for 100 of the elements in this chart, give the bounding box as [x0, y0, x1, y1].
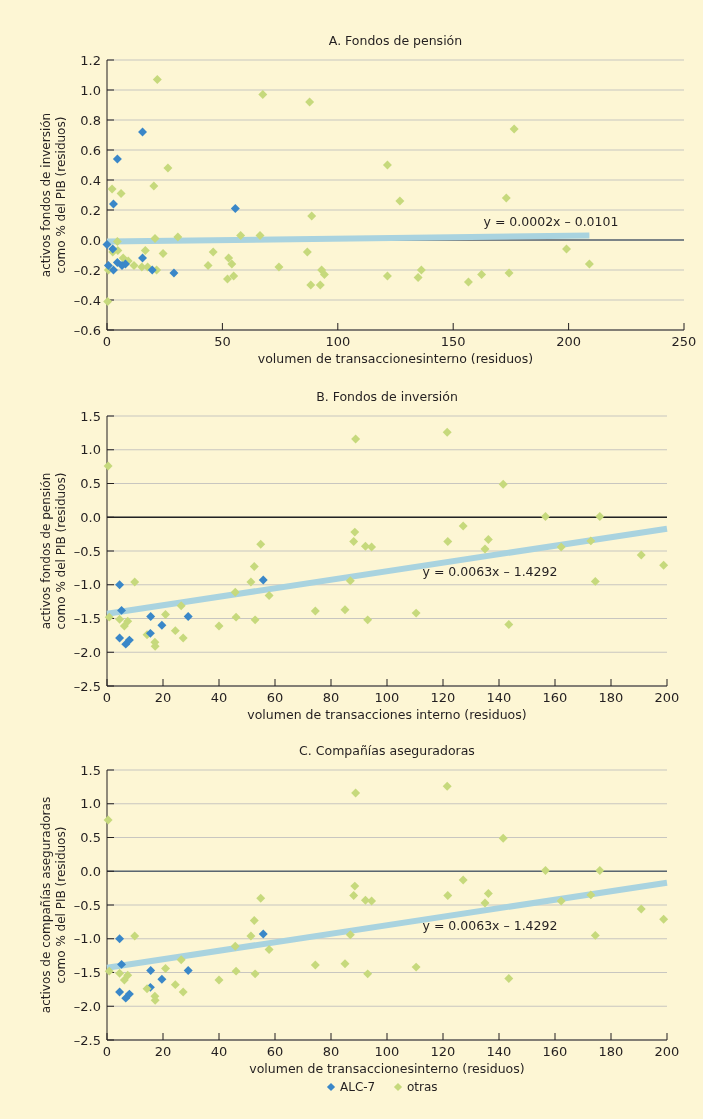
point	[306, 280, 316, 290]
point	[636, 904, 646, 914]
point	[351, 434, 361, 444]
point	[411, 962, 421, 972]
y-tick-label: 0.0	[80, 509, 101, 525]
point	[146, 966, 156, 975]
point	[349, 537, 359, 547]
point	[302, 247, 312, 257]
y-tick-label: –1.0	[73, 931, 101, 947]
point	[147, 265, 157, 275]
point	[157, 620, 167, 630]
point	[138, 127, 148, 137]
point	[158, 249, 168, 258]
y-tick-label: 1.0	[80, 82, 101, 98]
point	[264, 591, 274, 601]
point	[161, 963, 170, 973]
point	[264, 945, 274, 955]
x-tick-label: 250	[671, 334, 697, 349]
point	[463, 277, 473, 287]
point	[116, 189, 126, 198]
point	[256, 539, 266, 549]
y-tick-label: 1.5	[80, 408, 101, 424]
point	[350, 527, 360, 537]
point	[178, 633, 188, 643]
point	[382, 271, 392, 281]
point	[586, 536, 596, 546]
point	[224, 253, 234, 263]
point	[178, 987, 188, 997]
point	[363, 969, 373, 979]
point	[258, 90, 268, 99]
chart-title: B. Fondos de inversión	[316, 389, 458, 404]
x-tick-label: 50	[214, 334, 231, 349]
point	[115, 633, 125, 643]
point	[169, 268, 179, 278]
y-tick-label: 1.0	[80, 442, 101, 458]
x-tick-label: 200	[654, 690, 680, 705]
annotation: y = 0.0063x – 1.4292	[422, 918, 558, 933]
point	[498, 479, 508, 489]
point	[230, 204, 240, 213]
point	[443, 537, 453, 547]
y-tick-label: –0.6	[73, 322, 101, 338]
point	[556, 542, 566, 552]
point	[310, 606, 320, 616]
y-tick-label: –1.5	[73, 611, 101, 626]
point	[360, 895, 370, 905]
point	[367, 542, 377, 552]
point	[443, 891, 453, 901]
point	[351, 788, 361, 798]
y-tick-label: –0.5	[73, 897, 101, 913]
point	[483, 535, 493, 544]
point	[395, 196, 405, 206]
x-tick-label: 180	[598, 1044, 624, 1059]
x-tick-label: 60	[266, 1044, 284, 1059]
point	[416, 265, 426, 275]
point	[382, 160, 392, 170]
point	[170, 980, 180, 990]
point	[230, 587, 240, 597]
point	[477, 270, 487, 279]
legend-label: otras	[407, 1080, 438, 1094]
point	[305, 97, 315, 107]
point	[319, 270, 329, 279]
point	[258, 575, 268, 585]
point	[214, 975, 224, 985]
point	[170, 626, 180, 636]
point	[442, 427, 452, 437]
point	[108, 199, 118, 209]
point	[345, 576, 355, 586]
y-tick-label: 1.5	[80, 762, 101, 778]
point	[115, 987, 125, 997]
point	[590, 576, 600, 586]
point	[250, 969, 260, 979]
y-tick-label: –0.5	[73, 543, 101, 559]
point	[541, 512, 550, 522]
point	[509, 124, 519, 134]
point	[556, 896, 566, 906]
point	[112, 237, 122, 246]
point	[411, 608, 421, 618]
x-tick-label: 20	[154, 1044, 172, 1059]
point	[367, 896, 377, 906]
x-tick-label: 140	[486, 1044, 512, 1059]
point	[504, 620, 514, 630]
chart-title: C. Compañías aseguradoras	[299, 743, 475, 758]
y-tick-label: 0.0	[80, 232, 101, 248]
point	[157, 974, 167, 984]
point	[249, 916, 259, 925]
point	[541, 866, 550, 876]
chart-title: A. Fondos de pensión	[328, 33, 463, 48]
point	[223, 274, 232, 284]
point	[108, 265, 118, 275]
point	[124, 989, 134, 999]
y-tick-label: 0.5	[80, 476, 101, 491]
y-axis-title: activos de compañías aseguradoras como % del PIB (residuos)	[38, 796, 68, 1014]
y-tick-label: 0.6	[80, 142, 101, 158]
point	[163, 163, 173, 173]
point	[103, 261, 113, 270]
annotation: y = 0.0002x – 0.0101	[483, 214, 619, 229]
point	[115, 934, 125, 944]
x-tick-label: 120	[430, 1044, 456, 1059]
x-tick-label: 80	[322, 690, 340, 705]
y-tick-label: –1.0	[73, 577, 101, 593]
